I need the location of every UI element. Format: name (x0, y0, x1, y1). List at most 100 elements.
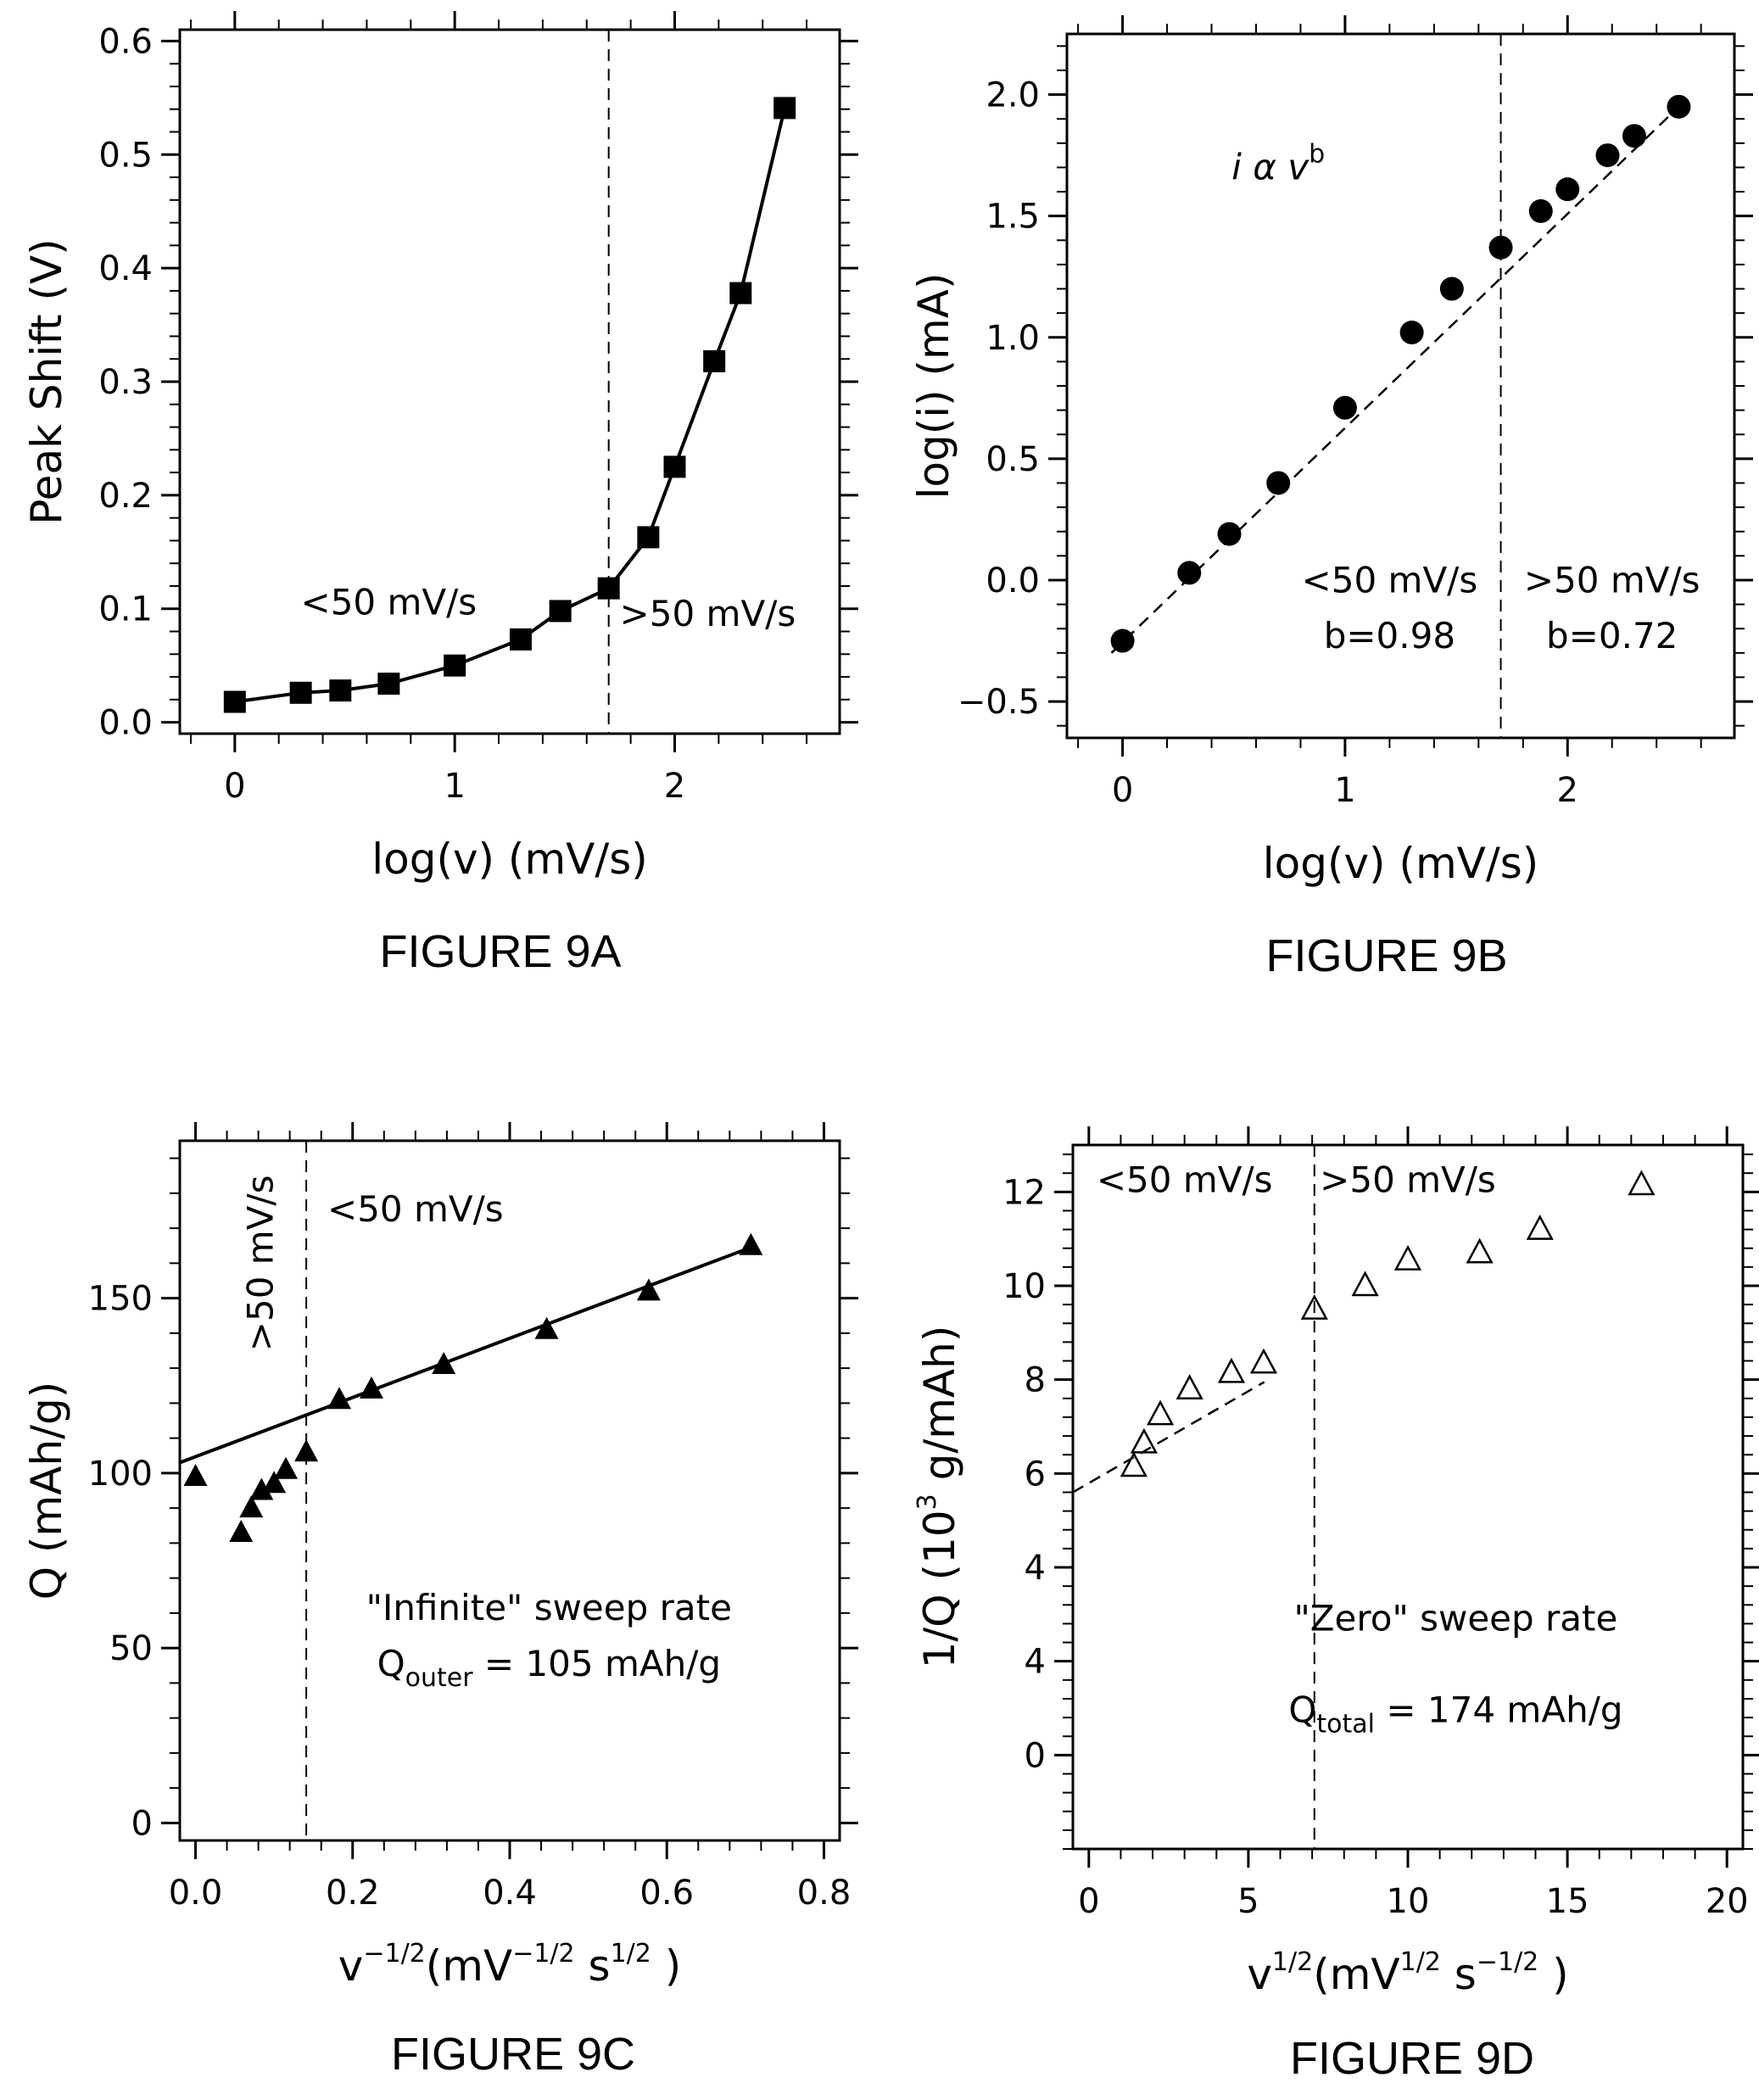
data-point (549, 600, 572, 623)
annotation: >50 mV/s (620, 593, 796, 634)
annotation: b=0.72 (1546, 615, 1678, 656)
plot-figure-9a: 0 1 2 0.0 0.1 0.2 0.3 0.4 0.5 0.6 <50 mV/s >50 mV/s… (22, 11, 858, 884)
data-point (327, 1387, 352, 1410)
annotation: <50 mV/s (301, 581, 477, 623)
y-tick-label: −0.5 (958, 683, 1040, 722)
data-point (444, 654, 466, 677)
x-tick-label: 0.6 (639, 1874, 694, 1913)
data-point (1439, 276, 1464, 301)
data-point (1300, 1294, 1328, 1320)
data-point (1399, 321, 1424, 345)
y-tick-label: 0 (1025, 1736, 1046, 1775)
plot-figure-9b: 0 1 2 −0.5 0.0 0.5 1.0 1.5 2.0 i α vb <50 mV/s b=0.… (909, 15, 1753, 888)
data-point (274, 1456, 299, 1479)
data-point (1332, 395, 1357, 420)
x-tick-label: 0 (1112, 771, 1133, 810)
data-point (183, 1464, 208, 1486)
annotation: <50 mV/s (1302, 559, 1478, 600)
y-axis-title: log(i) (mA) (909, 273, 958, 500)
data-point (1120, 1451, 1148, 1477)
data-point (1555, 177, 1580, 202)
x-tick-label: 0 (1078, 1882, 1099, 1921)
data-point (1667, 94, 1691, 119)
annotation: Qtotal = 174 mAh/g (1288, 1689, 1622, 1740)
data-point (509, 628, 532, 651)
data-point (359, 1376, 383, 1399)
data-point (1622, 124, 1646, 148)
fit-line (179, 1245, 752, 1465)
data-point (1177, 561, 1202, 585)
y-tick-label: 4 (1025, 1643, 1046, 1682)
plot-figure-9c: 0.0 0.2 0.4 0.6 0.8 0 50 100 150 <50 mV/s >50 mV/s… (22, 1122, 858, 1991)
data-point (663, 455, 686, 478)
data-point (249, 1477, 274, 1500)
x-axis-title: v−1/2(mV−1/2 s1/2 ) (338, 1939, 682, 1991)
y-tick-label: 12 (1002, 1173, 1046, 1212)
annotation: "Zero" sweep rate (1293, 1598, 1617, 1639)
data-point (1595, 143, 1620, 168)
x-tick-label: 0.4 (483, 1874, 537, 1913)
x-tick-label: 10 (1387, 1882, 1430, 1921)
figure-caption-9c: FIGURE 9C (391, 2029, 635, 2080)
x-axis-title: log(v) (mV/s) (371, 835, 648, 884)
data-point (729, 282, 752, 304)
data-point (1466, 1237, 1494, 1264)
y-tick-label: 8 (1025, 1361, 1046, 1400)
data-point (1130, 1427, 1158, 1454)
annotation: <50 mV/s (1097, 1159, 1273, 1200)
y-tick-label: 0.6 (98, 22, 153, 61)
annotation: >50 mV/s (1524, 559, 1700, 600)
y-tick-label: 0.5 (986, 440, 1040, 479)
x-axis-title: v1/2(mV1/2 s−1/2 ) (1247, 1947, 1568, 1999)
annotation: "Infinite" sweep rate (366, 1587, 732, 1628)
x-tick-label: 20 (1706, 1882, 1749, 1921)
data-point (1488, 235, 1513, 260)
data-point (229, 1520, 254, 1542)
x-tick-label: 0.2 (326, 1874, 380, 1913)
annotation: i α vb (1231, 140, 1325, 188)
data-point (289, 681, 312, 704)
y-tick-label: 0.3 (98, 363, 153, 402)
data-point (1393, 1244, 1422, 1271)
data-point (1249, 1348, 1278, 1374)
x-tick-label: 1 (1334, 771, 1355, 810)
data-point (1266, 471, 1291, 495)
data-point (294, 1439, 319, 1462)
data-point (1146, 1399, 1175, 1426)
data-point (637, 526, 660, 549)
data-point (329, 679, 352, 702)
x-tick-label: 0 (224, 767, 245, 806)
fit-line (1072, 1381, 1265, 1494)
data-point (1175, 1374, 1203, 1399)
annotation: Qouter = 105 mAh/g (377, 1643, 721, 1693)
y-tick-label: 1.5 (986, 198, 1040, 237)
fit-line (1110, 105, 1680, 654)
y-axis-title: Q (mAh/g) (22, 1382, 71, 1600)
y-axis-title: 1/Q (103 g/mAh) (913, 1326, 964, 1669)
plot-frame (1071, 1143, 1745, 1851)
y-tick-label: 0.4 (98, 249, 153, 288)
plot-figure-9d: 0 5 10 15 20 0 4 4 6 8 10 12 <50 mV/s >50 mV/s "Zero" … (913, 1126, 1759, 1999)
x-tick-label: 5 (1237, 1882, 1259, 1921)
x-axis-title: log(v) (mV/s) (1263, 839, 1539, 888)
x-tick-label: 15 (1546, 1882, 1589, 1921)
data-point (597, 577, 620, 600)
data-point (223, 690, 246, 713)
data-point (1217, 1357, 1246, 1383)
data-point (1351, 1271, 1379, 1297)
data-point (1528, 198, 1553, 223)
x-tick-label: 0.0 (169, 1874, 223, 1913)
y-tick-label: 0 (131, 1804, 153, 1843)
y-tick-label: 10 (1002, 1267, 1046, 1306)
data-point (377, 673, 400, 695)
annotation: >50 mV/s (1320, 1159, 1496, 1200)
y-tick-label: 4 (1025, 1549, 1046, 1588)
y-tick-label: 100 (88, 1455, 153, 1494)
y-tick-label: 0.1 (98, 590, 153, 629)
y-tick-label: 150 (88, 1280, 153, 1319)
data-point (534, 1316, 559, 1339)
y-tick-label: 0.2 (98, 477, 153, 516)
data-point (1628, 1170, 1656, 1196)
data-point (1526, 1214, 1554, 1240)
data-point (1217, 522, 1242, 546)
